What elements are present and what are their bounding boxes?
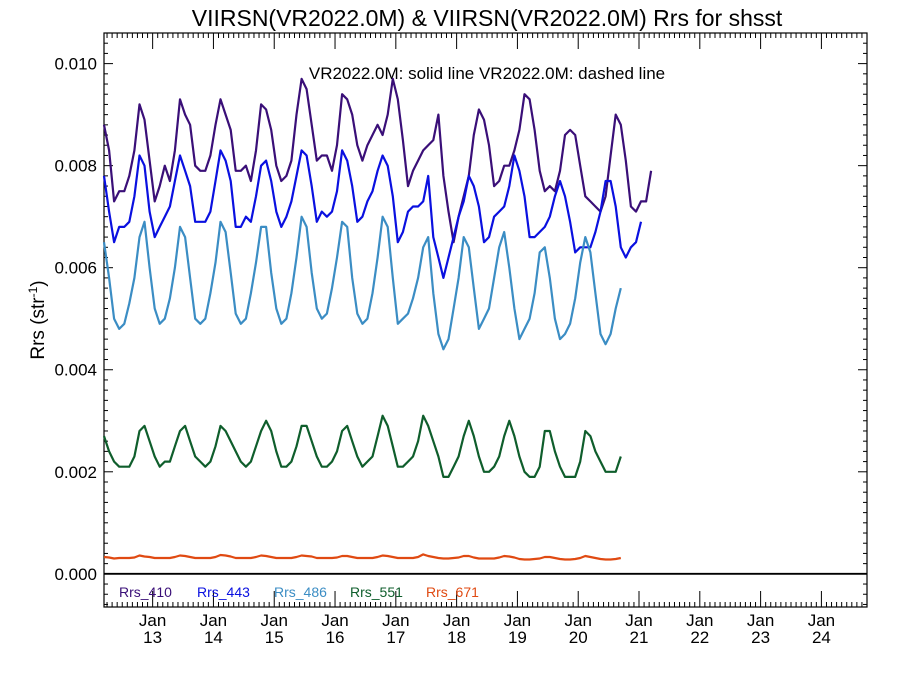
x-tick-month: Jan (382, 611, 409, 630)
legend-entry-rrs_443: Rrs_443 (197, 584, 250, 600)
x-tick-year: 17 (386, 628, 405, 647)
x-tick-month: Jan (686, 611, 713, 630)
y-axis-label: Rrs (str-1) (26, 280, 49, 359)
y-tick-label: 0.004 (54, 361, 97, 380)
x-tick-year: 20 (569, 628, 588, 647)
legend-entry-rrs_671: Rrs_671 (426, 584, 479, 600)
chart-title: VIIRSN(VR2022.0M) & VIIRSN(VR2022.0M) Rr… (192, 5, 783, 31)
series-line-rrs_443 (102, 149, 643, 279)
y-tick-label: 0.000 (54, 565, 97, 584)
legend-entry-rrs_410: Rrs_410 (119, 584, 172, 600)
y-axis-label-main: Rrs (str (28, 297, 49, 360)
plot-frame (103, 32, 868, 608)
x-tick-year: 21 (630, 628, 649, 647)
x-tick-year: 23 (751, 628, 770, 647)
y-tick-label: 0.002 (54, 463, 97, 482)
x-tick-month: Jan (443, 611, 470, 630)
x-tick-month: Jan (625, 611, 652, 630)
chart-annotation: VR2022.0M: solid line VR2022.0M: dashed … (309, 64, 665, 83)
x-tick-year: 14 (204, 628, 223, 647)
x-tick-year: 13 (143, 628, 162, 647)
series-line-rrs_671 (103, 553, 622, 561)
x-tick-year: 22 (690, 628, 709, 647)
x-tick-month: Jan (808, 611, 835, 630)
legend-entry-rrs_551: Rrs_551 (350, 584, 403, 600)
x-tick-month: Jan (200, 611, 227, 630)
y-tick-label: 0.008 (54, 157, 97, 176)
x-tick-month: Jan (504, 611, 531, 630)
y-axis-label-close: ) (28, 280, 49, 286)
series-line-rrs_551 (102, 414, 622, 478)
series-line-rrs_486 (102, 215, 622, 351)
y-axis-label-sup: -1 (26, 286, 40, 297)
x-tick-month: Jan (139, 611, 166, 630)
y-tick-label: 0.006 (54, 259, 97, 278)
series-line-rrs_410 (102, 77, 653, 244)
x-tick-year: 19 (508, 628, 527, 647)
x-tick-month: Jan (565, 611, 592, 630)
x-tick-year: 16 (326, 628, 345, 647)
x-tick-month: Jan (321, 611, 348, 630)
legend-entry-rrs_486: Rrs_486 (274, 584, 327, 600)
x-tick-year: 15 (265, 628, 284, 647)
x-tick-month: Jan (747, 611, 774, 630)
x-tick-year: 24 (812, 628, 831, 647)
y-tick-label: 0.010 (54, 55, 97, 74)
plot-area: 0.0000.0020.0040.0060.0080.010Jan13Jan14… (54, 32, 868, 647)
x-tick-month: Jan (261, 611, 288, 630)
x-tick-year: 18 (447, 628, 466, 647)
